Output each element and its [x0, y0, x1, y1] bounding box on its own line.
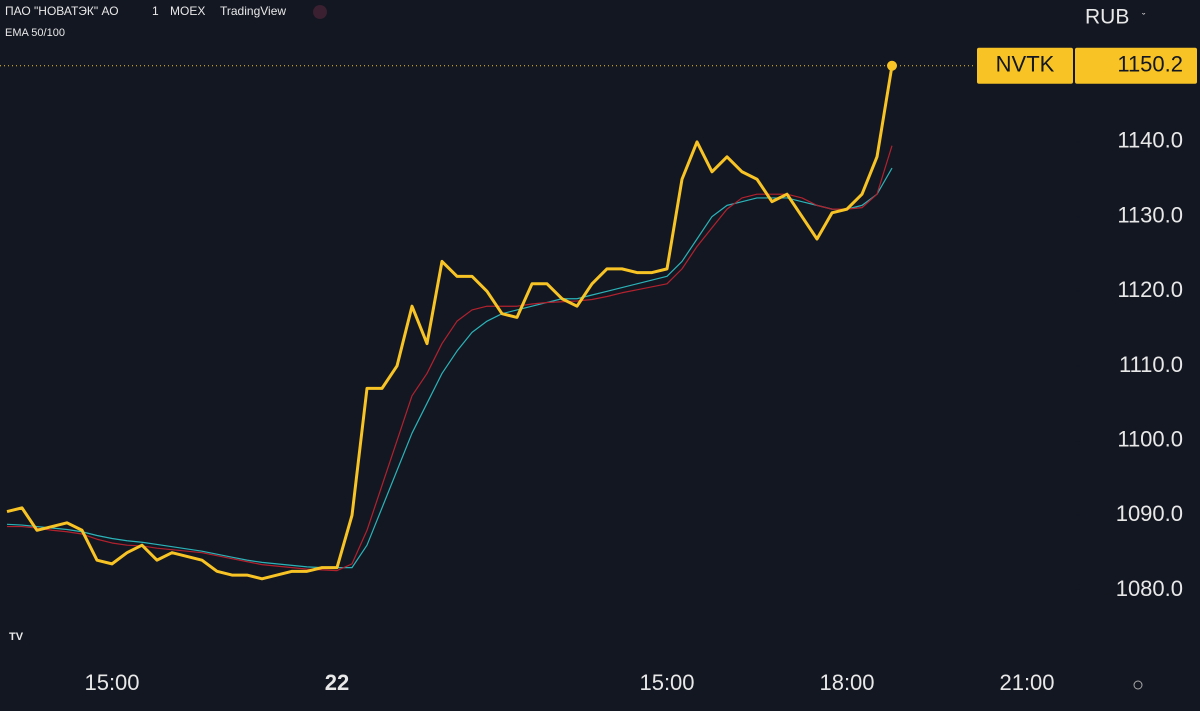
interval: 1 — [152, 4, 159, 18]
source: TradingView — [220, 4, 286, 18]
price-line — [6, 65, 894, 581]
logo — [6, 626, 30, 646]
price-line — [7, 145, 893, 572]
icon — [313, 5, 327, 19]
indicator: EMA 50/100 — [5, 27, 65, 39]
y-tick-label: 1090.0 — [1116, 501, 1183, 526]
last-point — [887, 60, 897, 71]
currency-caret: ˇ — [1142, 12, 1146, 24]
y-tick-label: 1130.0 — [1117, 202, 1183, 227]
currency: RUB — [1085, 6, 1129, 29]
x-tick-label: 22 — [325, 670, 349, 695]
settings-icon — [1133, 680, 1143, 690]
ticker-label: NVTK — [996, 52, 1055, 77]
y-tick-label: 1110.0 — [1119, 352, 1183, 377]
price-label: 1150.2 — [1117, 52, 1183, 77]
y-tick-label: 1120.0 — [1117, 277, 1183, 302]
price-box — [1075, 47, 1197, 84]
exchange: MOEX — [170, 4, 205, 18]
symbol-name: ПАО "НОВАТЭК" АО — [5, 4, 119, 18]
y-tick-label: 1080.0 — [1116, 576, 1183, 601]
x-tick-label: 15:00 — [84, 670, 139, 695]
x-tick-label: 15:00 — [639, 670, 694, 695]
y-tick-label: 1100.0 — [1117, 426, 1183, 451]
x-tick-label: 21:00 — [999, 670, 1054, 695]
x-tick-label: 18:00 — [819, 670, 874, 695]
logo-mark: TV — [9, 631, 24, 643]
y-tick-label: 1140.0 — [1117, 128, 1183, 153]
price-line — [6, 167, 893, 569]
ticker-box — [977, 47, 1073, 84]
